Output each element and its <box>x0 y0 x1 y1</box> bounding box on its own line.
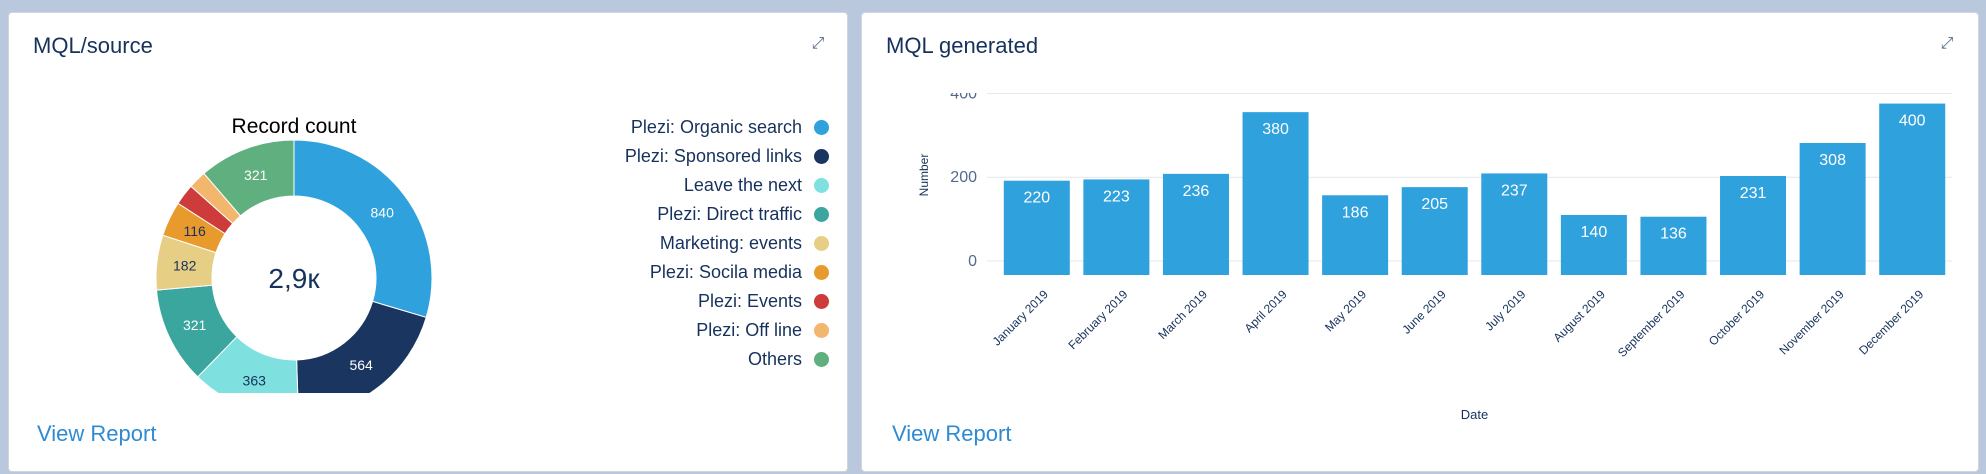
pie-slice[interactable] <box>203 139 295 217</box>
donut-center-total: 2,9к <box>268 263 320 294</box>
bar-value-label: 223 <box>1103 188 1130 205</box>
bar[interactable] <box>1083 179 1150 275</box>
legend-item[interactable]: Plezi: Off line <box>569 316 829 345</box>
bar-value-label: 308 <box>1819 152 1846 169</box>
bar-value-label: 220 <box>1023 190 1050 207</box>
bar-value-label: 205 <box>1421 196 1448 213</box>
bar-value-label: 231 <box>1740 185 1767 202</box>
mql-source-card: MQL/source ⤢ Record count 840 564 363 321 182… <box>8 12 848 472</box>
bar-value-label: 237 <box>1501 182 1528 199</box>
x-tick-label: January 2019 <box>990 287 1052 349</box>
legend-item[interactable]: Plezi: Organic search <box>569 113 829 142</box>
x-tick-label: March 2019 <box>1155 287 1210 342</box>
bar[interactable] <box>1322 195 1389 275</box>
bar-value-label: 140 <box>1581 224 1608 241</box>
legend-swatch <box>814 120 829 135</box>
legend: Plezi: Organic search Plezi: Sponsored li… <box>569 113 829 374</box>
slice-value-label: 564 <box>349 357 373 373</box>
x-tick-label: July 2019 <box>1482 287 1528 333</box>
y-tick-label: 400 <box>950 93 977 102</box>
legend-swatch <box>814 207 829 222</box>
legend-item[interactable]: Plezi: Direct traffic <box>569 200 829 229</box>
bar[interactable] <box>1242 112 1309 275</box>
legend-swatch <box>814 352 829 367</box>
bar-value-label: 380 <box>1262 121 1289 138</box>
slice-value-label: 363 <box>243 373 267 389</box>
bar[interactable] <box>1162 173 1229 275</box>
legend-label: Leave the next <box>683 175 802 195</box>
x-tick-label: November 2019 <box>1776 287 1847 358</box>
legend-item[interactable]: Marketing: events <box>569 229 829 258</box>
legend-swatch <box>814 294 829 309</box>
bar[interactable] <box>1879 103 1946 275</box>
slice-value-label: 321 <box>244 167 268 183</box>
bar[interactable] <box>1640 216 1707 275</box>
legend-label: Plezi: Sponsored links <box>624 146 802 166</box>
bar-chart: 0 200 400 Number 220 January 2019 223 February … <box>917 93 1952 422</box>
bar[interactable] <box>1560 215 1627 275</box>
slice-value-label: 840 <box>371 204 395 220</box>
legend-label: Plezi: Socila media <box>649 262 802 282</box>
bar-value-label: 186 <box>1342 204 1369 221</box>
x-tick-label: April 2019 <box>1242 287 1290 335</box>
expand-icon[interactable]: ⤢ <box>1940 35 1954 52</box>
y-tick-label: 0 <box>968 253 977 270</box>
card-title: MQL generated <box>886 33 1039 58</box>
legend-item[interactable]: Others <box>569 345 829 374</box>
expand-icon[interactable]: ⤢ <box>811 35 825 52</box>
view-report-link[interactable]: View Report <box>37 421 157 446</box>
view-report-link[interactable]: View Report <box>892 421 1012 446</box>
bar-value-label: 400 <box>1899 113 1926 130</box>
y-tick-label: 200 <box>950 169 977 186</box>
legend-label: Others <box>747 349 802 369</box>
bar[interactable] <box>1481 173 1548 275</box>
donut-chart: Record count 840 564 363 321 182 116 321 2,9к <box>155 115 433 393</box>
x-tick-label: October 2019 <box>1706 287 1768 349</box>
chart-title: Record count <box>232 115 357 138</box>
x-tick-label: August 2019 <box>1550 287 1608 345</box>
legend-swatch <box>814 236 829 251</box>
legend-item[interactable]: Plezi: Events <box>569 287 829 316</box>
legend-label: Plezi: Organic search <box>630 117 802 137</box>
x-tick-label: May 2019 <box>1322 287 1369 334</box>
legend-swatch <box>814 265 829 280</box>
legend-swatch <box>814 323 829 338</box>
bar[interactable] <box>1003 180 1070 275</box>
bar-value-label: 236 <box>1183 183 1210 200</box>
slice-value-label: 116 <box>183 223 206 239</box>
pie-slice[interactable] <box>296 300 427 393</box>
y-axis-label: Number <box>917 154 931 197</box>
x-tick-label: December 2019 <box>1856 287 1927 358</box>
legend-label: Plezi: Off line <box>696 320 802 340</box>
legend-label: Plezi: Direct traffic <box>657 204 802 224</box>
legend-item[interactable]: Plezi: Socila media <box>569 258 829 287</box>
legend-swatch <box>814 149 829 164</box>
bar[interactable] <box>1799 143 1866 275</box>
bar-value-label: 136 <box>1660 226 1687 243</box>
bar[interactable] <box>1401 187 1468 275</box>
pie-slice[interactable] <box>293 139 433 319</box>
x-axis-label: Date <box>1461 407 1488 422</box>
x-tick-label: February 2019 <box>1065 287 1130 352</box>
slice-value-label: 182 <box>173 258 197 274</box>
x-tick-label: June 2019 <box>1399 287 1449 337</box>
legend-item[interactable]: Plezi: Sponsored links <box>569 142 829 171</box>
slice-value-label: 321 <box>183 317 207 333</box>
legend-label: Marketing: events <box>659 233 802 253</box>
legend-item[interactable]: Leave the next <box>569 171 829 200</box>
card-title: MQL/source <box>33 33 153 58</box>
legend-label: Plezi: Events <box>697 291 802 311</box>
x-tick-label: September 2019 <box>1615 287 1688 360</box>
legend-swatch <box>814 178 829 193</box>
mql-generated-card: MQL generated ⤢ 0 200 400 Number 220 January … <box>861 12 1979 472</box>
bar[interactable] <box>1720 176 1787 275</box>
